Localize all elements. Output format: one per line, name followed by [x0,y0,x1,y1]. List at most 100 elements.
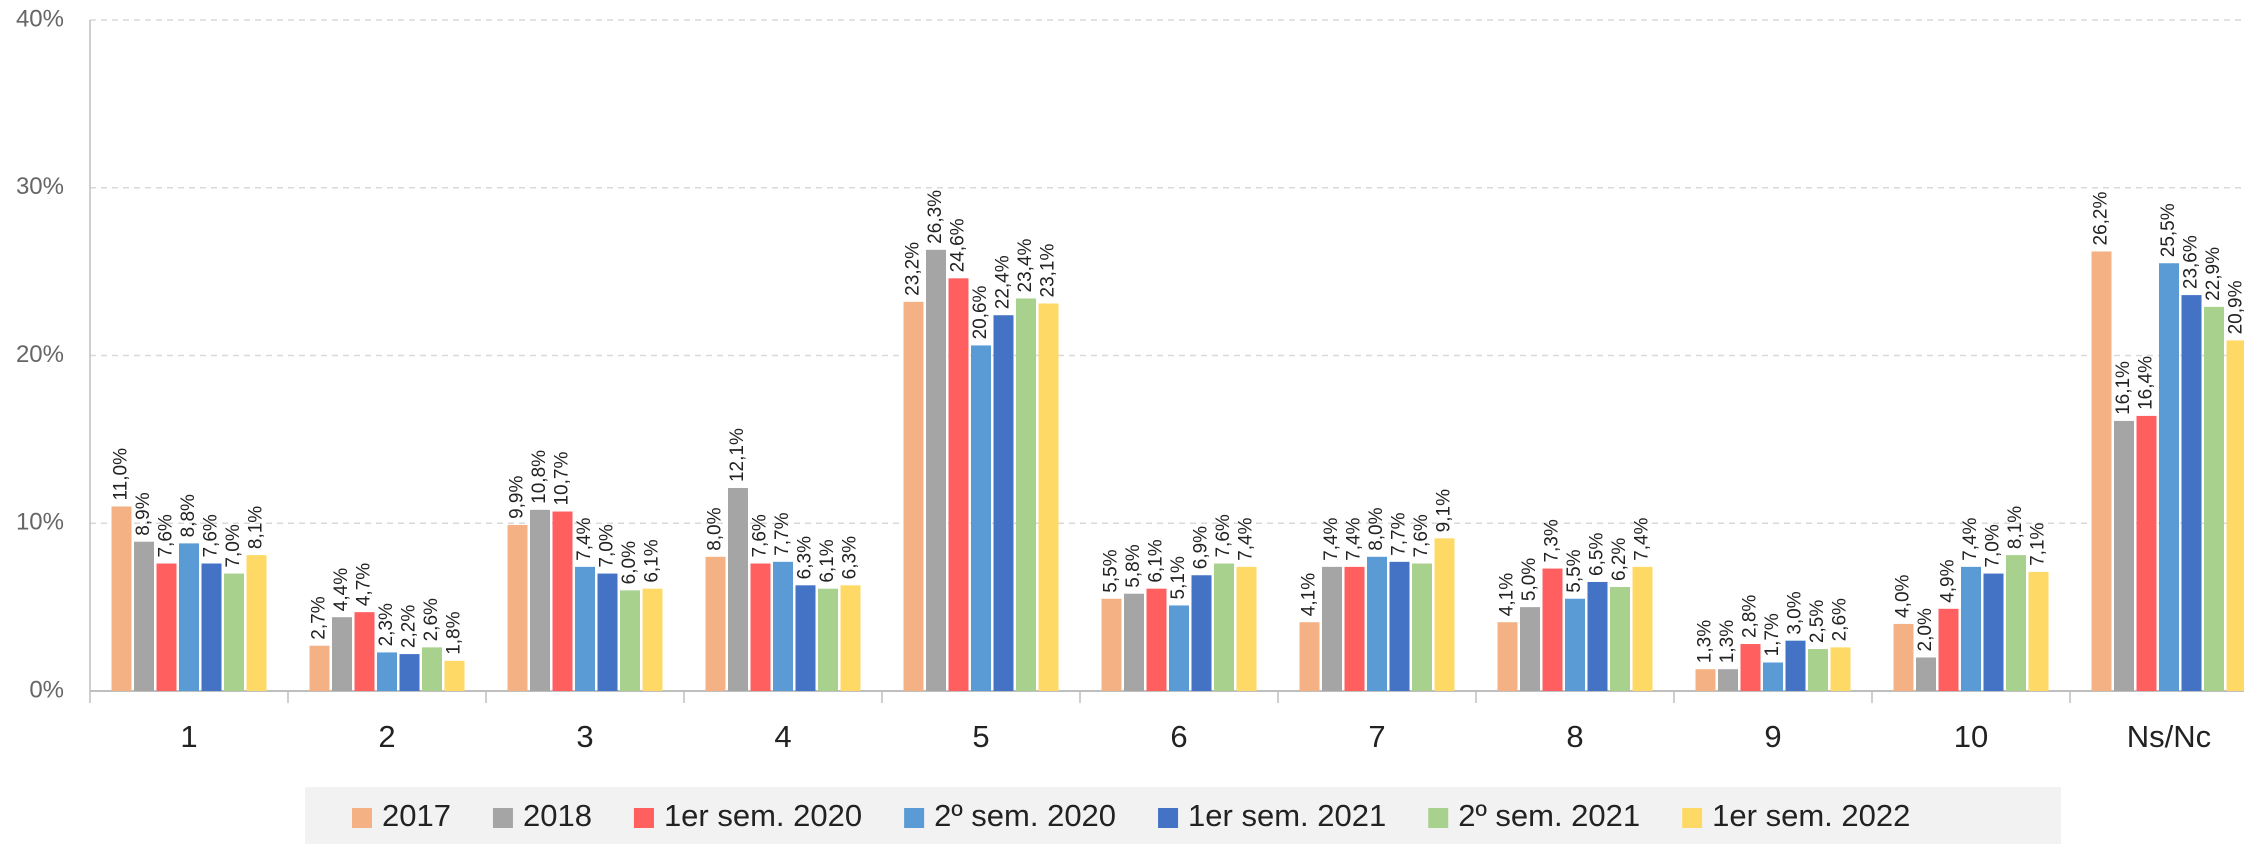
value-label: 26,2% [2091,192,2112,246]
bar [948,278,969,691]
value-label: 6,0% [619,541,640,584]
bar [1434,538,1455,691]
value-label: 6,3% [795,536,816,579]
bar [1983,573,2004,691]
legend-label: 2018 [523,798,592,833]
value-label: 5,5% [1101,549,1122,592]
bar [1344,566,1365,691]
bar [993,315,1014,691]
value-label: 11,0% [111,448,132,501]
bar [309,645,330,691]
value-label: 7,4% [1236,517,1257,560]
value-label: 2,0% [1915,608,1936,651]
value-label: 6,1% [817,539,838,582]
legend-swatch [1428,808,1449,828]
legend-label: 1er sem. 2020 [664,798,862,833]
bar [705,556,726,691]
bar [1587,581,1608,691]
bar [201,563,222,691]
value-label: 2,6% [421,598,442,641]
value-label: 22,9% [2203,247,2224,301]
value-label: 12,1% [727,428,748,482]
value-label: 6,1% [642,539,663,582]
bar [507,524,528,691]
legend-swatch [492,808,513,828]
bar [818,588,838,691]
value-label: 7,7% [1389,512,1410,555]
value-label: 5,0% [1519,558,1540,601]
y-tick-label: 10% [16,509,64,536]
bar [1938,608,1959,691]
bar [1718,669,1738,691]
x-tick-label: 2 [378,719,395,754]
x-tick-label: 3 [576,719,593,754]
value-label: 7,7% [772,512,793,555]
value-label: 2,2% [399,605,420,648]
value-label: 7,6% [750,514,771,557]
bar [1542,568,1563,691]
bar [926,249,946,691]
bar [1169,605,1189,691]
bar [1763,662,1783,691]
value-label: 7,4% [574,517,595,560]
value-label: 7,4% [1321,517,1342,560]
legend-label: 2º sem. 2020 [934,798,1116,833]
x-tick-label: 1 [180,719,197,754]
value-label: 8,9% [133,492,154,535]
y-tick-label: 20% [16,341,64,368]
value-label: 7,3% [1542,519,1563,562]
bar [444,660,465,691]
bar [1961,566,1981,691]
x-tick-label: 10 [1954,719,1988,754]
y-tick-label: 0% [29,676,64,703]
bar [2028,571,2049,691]
bar [2136,415,2157,691]
bar [134,541,154,691]
value-label: 8,8% [178,494,199,537]
value-label: 1,3% [1695,620,1716,663]
bar [2006,555,2026,691]
value-label: 23,4% [1015,238,1036,292]
x-tick-label: 5 [972,719,989,754]
value-label: 16,4% [2136,356,2157,410]
value-label: 22,4% [993,255,1014,309]
bar [575,566,595,691]
x-tick-label: Ns/Nc [2127,719,2211,754]
legend-label: 2º sem. 2021 [1458,798,1640,833]
x-tick-label: 9 [1764,719,1781,754]
bar [1412,563,1432,691]
legend-swatch [1682,808,1703,828]
bar [620,590,640,691]
bar [224,573,244,691]
value-label: 6,2% [1609,538,1630,581]
value-label: 24,6% [948,218,969,272]
value-label: 1,7% [1762,613,1783,656]
value-label: 7,6% [1213,514,1234,557]
bar [1038,303,1059,691]
bar [1124,593,1144,691]
value-label: 10,7% [552,452,573,506]
bar [1632,566,1653,691]
value-label: 9,1% [1434,489,1455,532]
legend-swatch [1158,808,1179,828]
y-tick-label: 30% [16,173,64,200]
bar [728,488,748,691]
bar [332,617,352,691]
value-label: 7,4% [1632,517,1653,560]
bar [1893,623,1914,691]
bar [1299,622,1320,691]
value-label: 23,1% [1038,244,1059,298]
bar [1695,669,1716,691]
bar [1367,556,1387,691]
legend-swatch [633,808,654,828]
bar [1214,563,1234,691]
value-label: 5,5% [1564,549,1585,592]
x-tick-label: 6 [1170,719,1187,754]
value-label: 4,9% [1938,559,1959,602]
value-label: 7,4% [1344,517,1365,560]
value-label: 5,8% [1123,544,1144,587]
value-label: 4,7% [354,563,375,606]
bar [1740,644,1761,691]
value-label: 4,1% [1497,573,1518,616]
